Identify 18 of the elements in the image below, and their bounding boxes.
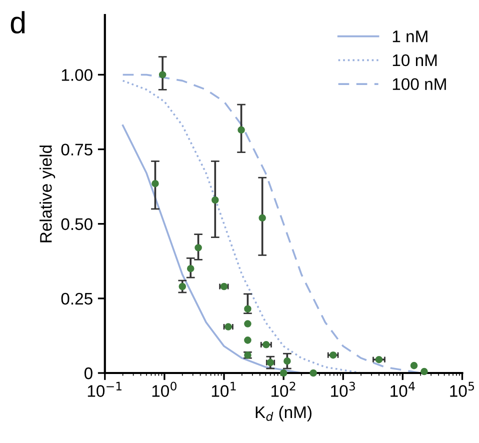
y-tick-label: 1.00 (62, 69, 92, 81)
y-axis-title: Relative yield (40, 146, 56, 242)
legend-label: 10 nM (392, 54, 437, 66)
y-tick-label: 0 (84, 367, 92, 380)
x-tick-label: 10$^{5}$ (450, 382, 474, 397)
text: d (10, 11, 25, 34)
x-tick-label: 10$^{3}$ (331, 382, 355, 397)
legend-label: 1 nM (392, 30, 428, 42)
x-axis-title: K$_{d}$ (nM) (256, 406, 312, 422)
legend-label: 100 nM (392, 78, 446, 90)
x-tick-label: 10$^{0}$ (152, 382, 176, 397)
y-tick-label: 0.75 (61, 144, 92, 156)
x-tick-label: 10$^{4}$ (390, 382, 415, 397)
y-tick-label: 0.50 (61, 218, 92, 230)
y-tick-label: 0.25 (61, 292, 92, 305)
x-tick-label: 10$^{2}$ (272, 382, 296, 397)
x-tick-label: 10$^{1}$ (212, 382, 236, 397)
x-tick-label: 10$^{−1}$ (88, 382, 122, 397)
